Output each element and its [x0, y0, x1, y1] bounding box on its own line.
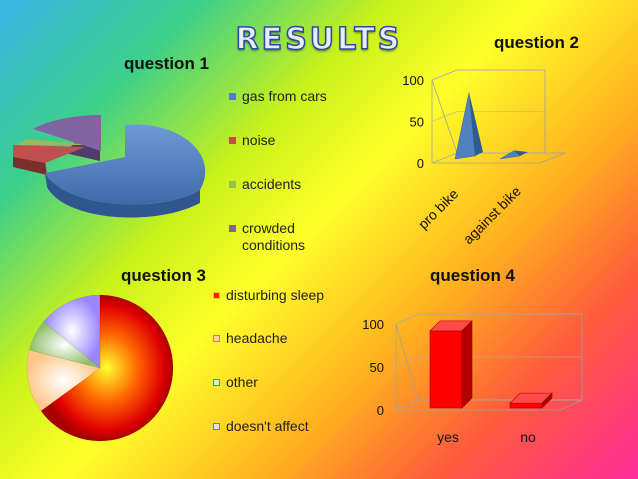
q4-floor	[395, 399, 583, 411]
q1-title: question 1	[124, 54, 210, 73]
q2-category-label: against bike	[460, 183, 524, 247]
q3-legend-item: other	[213, 374, 333, 391]
page-title: RESULTS	[235, 21, 403, 58]
q3-slice	[28, 321, 101, 369]
q1-legend-label: gas from cars	[242, 88, 327, 104]
q3-legend-label: disturbing sleep	[226, 287, 325, 303]
q2-bar-side	[469, 92, 483, 156]
q3-swatch-other	[213, 378, 220, 386]
q4-gridline	[395, 356, 419, 368]
q2-floor	[431, 152, 566, 164]
q3-title: question 3	[121, 266, 207, 285]
q2-gridline	[431, 69, 458, 81]
q2-bar-side	[514, 150, 528, 156]
q1-slice-accidents	[17, 139, 93, 145]
q3-legend-item: disturbing sleep	[213, 287, 326, 304]
q4-bar	[429, 330, 463, 409]
q1-swatch-accidents	[229, 180, 236, 188]
q4-gridline	[395, 313, 419, 325]
q4-category-label: yes	[437, 429, 459, 445]
q1-legend-label: accidents	[242, 176, 302, 192]
q4-gridline	[395, 399, 419, 411]
q1-swatch-crowded	[229, 224, 236, 232]
q2-tick-label: 50	[410, 115, 424, 130]
q3-swatch-headache	[213, 334, 220, 342]
q2-bar	[454, 92, 476, 160]
q1-slice-side-gas-from-cars	[45, 173, 200, 218]
q2-tick-label: 100	[402, 73, 424, 88]
q3-pie-chart	[26, 294, 174, 442]
q3-legend-label: other	[226, 374, 258, 390]
q4-bar-chart: 0 50 100 yes no	[362, 313, 583, 445]
q1-legend-label: crowded conditions	[242, 220, 306, 253]
q4-tick-label: 100	[362, 317, 384, 332]
q1-pie-chart	[13, 115, 206, 218]
q3-legend-item: headache	[213, 330, 333, 347]
q1-slice-crowded-conditions	[33, 115, 101, 151]
q3-swatch-doesnt-affect	[213, 422, 220, 430]
q1-slice-gas-from-cars	[45, 124, 206, 205]
q2-title: question 2	[494, 33, 580, 52]
q4-bar-side	[541, 392, 553, 409]
q3-legend-label: doesn't affect	[226, 418, 309, 434]
q1-legend-item: gas from cars	[229, 88, 359, 105]
q1-swatch-noise	[229, 136, 236, 144]
q1-legend-item: accidents	[229, 176, 359, 193]
q3-slice	[43, 294, 101, 369]
q3-swatch-sleep	[213, 291, 220, 299]
q4-bar	[509, 402, 543, 409]
q4-tick-label: 0	[377, 403, 384, 418]
q1-legend-item: crowded conditions	[229, 220, 332, 254]
q4-category-label: no	[520, 429, 536, 445]
q1-slice-noise	[13, 145, 85, 163]
q4-tick-label: 50	[370, 360, 384, 375]
q2-gridline	[431, 111, 458, 122]
q4-title: question 4	[430, 266, 516, 285]
q2-gridline	[431, 152, 458, 164]
q3-legend-item: doesn't affect	[213, 418, 343, 435]
q3-legend-label: headache	[226, 330, 288, 346]
q3-slice	[26, 349, 101, 412]
q1-legend-item: noise	[229, 132, 359, 149]
q4-bar-side	[461, 320, 473, 409]
q1-legend-label: noise	[242, 132, 276, 148]
q3-slice	[40, 294, 174, 442]
q1-swatch-gas	[229, 92, 236, 100]
q2-tick-label: 0	[417, 156, 424, 171]
q2-category-label: pro bike	[415, 185, 462, 232]
